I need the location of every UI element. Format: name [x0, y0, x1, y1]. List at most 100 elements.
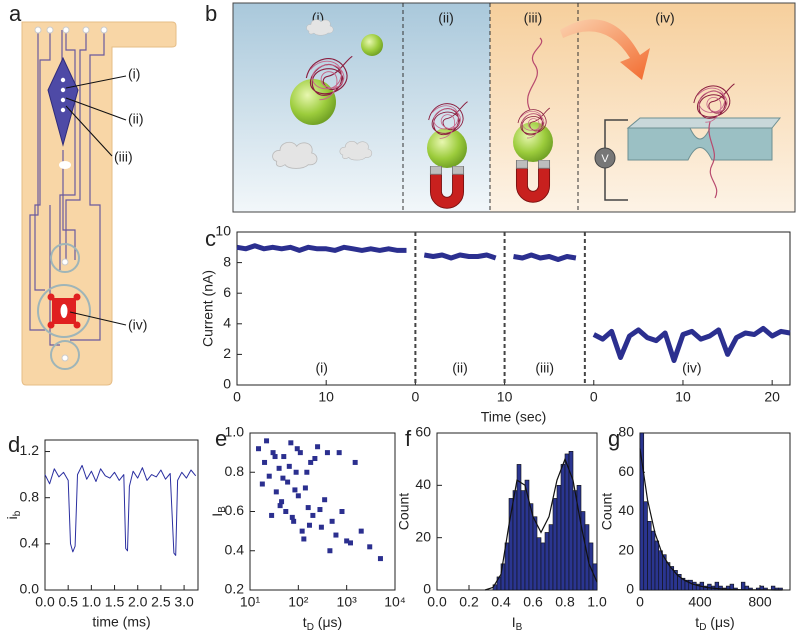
x-axis-label: Time (sec)	[481, 409, 547, 425]
x-axis-label-part: t	[303, 614, 307, 630]
x-axis-label-part: (μs)	[706, 614, 734, 630]
y-axis-label: ib	[4, 510, 23, 519]
panel-label: d	[8, 432, 20, 457]
x-tick-label: 1.5	[105, 594, 125, 610]
trap-dots	[60, 77, 66, 113]
bar	[650, 530, 656, 591]
x-tick-label: 400	[688, 594, 712, 610]
bar	[564, 453, 570, 591]
x-tick-label: 0.2	[459, 594, 479, 610]
panel-label: g	[608, 426, 620, 451]
x-tick-label: 0	[636, 594, 644, 610]
plot-frame	[44, 439, 199, 591]
y-tick-label: 0	[626, 581, 634, 597]
point	[317, 507, 323, 513]
x-tick-label: 10¹	[240, 594, 261, 610]
point	[302, 485, 308, 491]
point	[276, 465, 282, 471]
y-tick-label: 60	[618, 463, 634, 479]
callout: (ii)	[128, 111, 144, 127]
panel-a: a (i) (ii)	[9, 1, 177, 386]
point	[294, 446, 300, 452]
bar	[584, 524, 590, 591]
point	[256, 446, 262, 452]
x-tick-label: 0	[233, 389, 241, 405]
point	[264, 438, 270, 444]
y-tick-label: 0.6	[225, 502, 245, 518]
channels	[29, 30, 105, 346]
x-tick-label: 800	[748, 594, 772, 610]
y-axis-label: Current (nA)	[200, 270, 216, 347]
panel-label: a	[9, 1, 22, 26]
x-tick-label: 1.0	[587, 594, 607, 610]
y-axis-label-part: b	[12, 510, 23, 516]
y-tick-label: 0.0	[20, 581, 40, 597]
trace	[236, 243, 791, 363]
membrane-top	[626, 117, 782, 129]
y-axis-label: Count	[396, 493, 412, 530]
point	[315, 444, 321, 450]
bead	[513, 122, 553, 162]
point	[347, 540, 353, 546]
y-tick-label: 0.8	[20, 488, 40, 504]
point	[377, 556, 383, 562]
frame	[232, 2, 796, 213]
bar	[544, 532, 550, 591]
y-tick-label: 1.2	[20, 442, 40, 458]
bar	[504, 542, 510, 591]
bead	[361, 34, 383, 56]
bar	[643, 501, 648, 591]
point	[291, 518, 297, 524]
point	[259, 481, 265, 487]
plot-frame	[236, 231, 791, 386]
bar	[532, 516, 538, 591]
bar	[572, 490, 578, 591]
point	[279, 499, 285, 505]
y-tick-label: 0.4	[20, 535, 40, 551]
section-label: (iii)	[524, 10, 543, 26]
bar	[658, 550, 663, 591]
point	[367, 544, 373, 550]
x-tick-label: 0.0	[35, 594, 55, 610]
x-tick-label: 0	[590, 389, 598, 405]
ports	[34, 26, 108, 362]
panel-label: c	[205, 226, 216, 251]
point	[304, 469, 310, 475]
fit-curve	[484, 457, 598, 591]
x-tick-label: 0.8	[555, 594, 575, 610]
callout: (i)	[128, 66, 140, 82]
point	[273, 489, 279, 495]
y-tick-label: 40	[415, 476, 431, 492]
point	[292, 487, 298, 493]
point	[306, 522, 312, 528]
point	[322, 497, 328, 503]
y-axis-label-part: B	[217, 506, 228, 513]
plot-frame	[249, 432, 396, 591]
y-tick-label: 1.0	[225, 424, 245, 440]
bar	[548, 524, 554, 591]
transfer-arrow	[560, 19, 650, 80]
y-tick-label: 4	[223, 315, 231, 331]
bar	[692, 581, 697, 591]
x-axis-label-part: (μs)	[314, 614, 342, 630]
x-tick-label: 2.5	[151, 594, 171, 610]
voltage-label: V	[601, 153, 609, 165]
y-tick-label: 0.2	[225, 581, 245, 597]
y-tick-label: 0	[223, 376, 231, 392]
y-axis-label: IB	[209, 506, 228, 517]
segment-label: (iii)	[535, 360, 554, 376]
point	[299, 528, 305, 534]
callout: (iii)	[114, 149, 133, 165]
x-axis-label: tD (μs)	[303, 614, 342, 633]
section-label: (ii)	[438, 10, 454, 26]
bar	[540, 542, 546, 591]
x-tick-label: 10	[675, 389, 691, 405]
y-tick-label: 0.8	[225, 463, 245, 479]
x-axis-label: time (ms)	[92, 614, 150, 630]
y-tick-label: 0	[423, 581, 431, 597]
y-tick-label: 6	[223, 284, 231, 300]
point	[329, 518, 335, 524]
x-tick-label: 0	[411, 389, 419, 405]
bar	[556, 485, 562, 591]
y-tick-label: 40	[618, 502, 634, 518]
